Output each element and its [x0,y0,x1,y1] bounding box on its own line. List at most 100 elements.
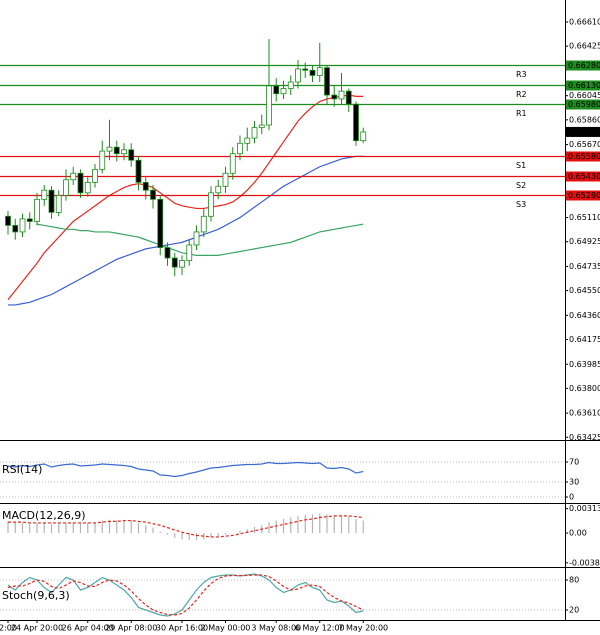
panel-title: Stoch(9,6,3) [2,589,70,602]
macd-bar [275,520,277,534]
current-price-label: 0.65767 [568,127,600,136]
macd-bar [14,522,16,534]
candle-body [48,189,55,213]
y-tick-label: 0.64550 [569,286,600,295]
macd-bar [333,515,335,534]
price-label: 0.65580 [568,152,600,161]
macd-bar [282,519,285,534]
price-label: 0.65430 [568,172,600,181]
x-tick-label: 2 May 00:00 [201,624,251,633]
y-tick-label: 0.64925 [569,237,600,246]
indicator-line [7,94,364,301]
x-tick-label: 6 May 12:00 [295,624,345,633]
macd-bar [362,520,364,534]
y-tick-label: 0.65860 [569,115,600,124]
macd-bar [319,513,321,534]
y-tick-label: 0.00313 [569,504,600,513]
price-label-bg [566,60,600,71]
macd-bar [58,523,60,534]
macd-bar [65,522,67,534]
macd-bar [145,525,147,534]
x-tick-label: 26 Apr 04:00 [62,624,114,633]
candle-body [164,247,171,259]
candle-body [353,103,359,142]
candle-body [200,215,207,233]
macd-bar [29,523,31,534]
macd-bar [297,515,299,534]
candle-body [5,215,11,226]
macd-bar [195,533,198,541]
macd-bar [181,533,183,540]
candle-body [150,189,156,200]
macd-bar [348,516,350,534]
macd-bar [253,526,256,534]
macd-bar [268,522,270,534]
candle-body [229,153,236,174]
x-tick-label: 7 May 20:00 [338,624,388,633]
candle-body [338,90,345,100]
candle-body [302,68,309,71]
candle-body [55,195,62,213]
candle-body [186,244,193,262]
y-tick-label: 20 [569,606,579,615]
macd-bar [94,522,96,534]
macd-bar [116,519,118,534]
candle-body [287,81,294,89]
candle-body [34,198,40,222]
macd-bar [159,531,161,534]
price-label: 0.65280 [568,191,600,200]
candle-body [251,127,258,139]
macd-bar [130,520,132,534]
macd-bar [123,519,125,534]
candle-body [77,172,84,194]
candle-body [70,172,77,181]
indicator-line [7,574,364,616]
candle-body [84,181,91,194]
price-label-bg [566,190,600,201]
y-tick-label: 0.66610 [569,18,600,27]
candle-body [360,131,367,142]
x-tick-label: 3 May 08:00 [251,624,301,633]
macd-bar [137,522,140,534]
pivot-name: S1 [516,161,526,170]
candle-body [157,198,164,248]
candle-body [193,231,200,246]
indicator-line [36,223,364,256]
y-tick-label: 0.66425 [569,42,600,51]
y-tick-label: 70 [569,458,579,467]
macd-bar [43,522,45,534]
price-label-bg [566,99,600,110]
macd-bar [188,533,190,541]
macd-bar [340,515,343,534]
candle-body [179,260,185,268]
candle-body [316,67,323,76]
candle-body [121,149,127,155]
macd-bar [50,523,53,534]
indicator-line [7,461,364,478]
pivot-name: S3 [516,200,526,209]
candle-body [266,85,272,126]
candle-body [237,142,243,155]
macd-bar [290,517,292,534]
y-tick-label: 0.00 [569,529,587,538]
current-price-bg [566,126,600,137]
macd-bar [355,519,357,534]
macd-bar [224,533,227,535]
macd-bar [21,522,24,534]
price-label-bg [566,151,600,162]
candle-body [244,137,251,144]
candle-body [258,124,265,129]
y-tick-label: 0.65110 [569,213,600,222]
macd-bar [152,527,154,534]
indicator-line [8,155,364,306]
candle-body [215,185,222,194]
y-tick-label: 0.66045 [569,91,600,100]
candle-body [295,68,301,83]
y-tick-label: 0 [569,493,574,502]
macd-bar [304,515,306,534]
macd-bar [7,521,9,534]
macd-bar [166,533,169,535]
macd-bar [326,514,328,534]
